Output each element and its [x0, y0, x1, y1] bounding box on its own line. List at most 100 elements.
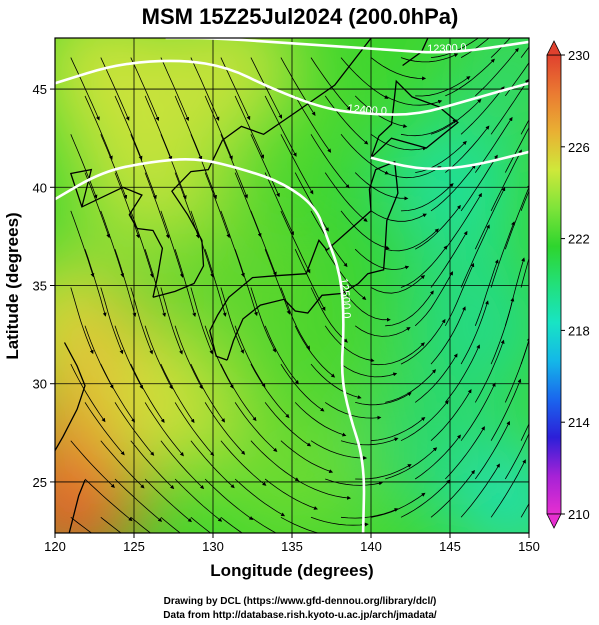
streamline [250, 516, 277, 533]
height-contour-line [370, 150, 529, 171]
streamline [444, 192, 482, 250]
streamline [84, 95, 113, 160]
streamline [324, 402, 382, 420]
streamline [160, 287, 183, 355]
streamline [234, 249, 258, 317]
streamline [474, 259, 499, 326]
streamline [354, 248, 410, 271]
streamline [385, 228, 439, 252]
streamline [250, 57, 283, 119]
streamline [160, 57, 190, 122]
x-tick-label: 145 [439, 539, 461, 554]
streamline [370, 492, 426, 518]
colorbar-tick-label: 218 [568, 323, 590, 338]
streamline [370, 275, 426, 294]
coastlines [55, 38, 459, 533]
streamline [310, 516, 369, 527]
streamline [340, 363, 398, 378]
streamline [84, 172, 111, 239]
streamline [70, 440, 115, 489]
streamline [174, 402, 215, 457]
streamline [445, 125, 490, 173]
streamline [220, 516, 243, 533]
streamline [474, 420, 510, 480]
streamline [520, 257, 529, 288]
streamline [445, 426, 485, 480]
coastline [152, 139, 224, 298]
streamline [490, 149, 522, 212]
streamline [324, 325, 375, 363]
streamline [204, 478, 254, 521]
streamline [310, 134, 350, 189]
coastline [69, 168, 164, 298]
lat-lon-grid [55, 38, 529, 533]
streamline [220, 134, 248, 199]
height-contour-label: 12300.0 [427, 42, 467, 56]
streamline [280, 440, 334, 473]
streamline [220, 363, 257, 422]
streamline [204, 172, 231, 239]
streamline [250, 363, 290, 419]
streamline [354, 95, 408, 128]
map-plot-area: 12300.0 12400.0 12500.0 [55, 38, 529, 533]
streamline [400, 318, 446, 365]
streamline [190, 57, 220, 121]
streamline [294, 402, 347, 437]
coastline [370, 79, 459, 159]
streamline [84, 402, 125, 456]
streamline [370, 57, 427, 81]
streamline [144, 402, 184, 457]
streamline [520, 189, 529, 212]
streamline [445, 58, 495, 97]
streamline [294, 325, 336, 378]
streamline [460, 224, 490, 288]
streamline [504, 432, 529, 480]
streamline [520, 338, 529, 365]
streamline [400, 479, 451, 518]
streamline [414, 353, 458, 403]
streamline [504, 183, 529, 250]
streamline [264, 402, 312, 447]
streamline [130, 57, 160, 122]
streamline [190, 363, 226, 423]
colorbar-min-arrow [546, 513, 562, 529]
streamline [70, 516, 93, 533]
streamline [190, 440, 235, 489]
streamline [504, 126, 529, 173]
streamline [490, 378, 522, 441]
coastline [222, 38, 373, 141]
streamline [354, 325, 411, 337]
streamline [84, 478, 133, 522]
streamline [340, 437, 399, 446]
streamline [264, 325, 299, 385]
streamline [504, 257, 526, 326]
streamline [190, 516, 212, 533]
streamline [520, 46, 529, 58]
streamline [370, 210, 427, 222]
streamline [370, 417, 426, 442]
streamline [310, 287, 348, 343]
streamline [204, 95, 233, 160]
colorbar-ramp [546, 54, 562, 515]
coastline [68, 479, 86, 533]
x-tick-label: 120 [44, 539, 66, 554]
x-axis-label: Longitude (degrees) [210, 561, 373, 580]
height-contour-line [55, 59, 529, 116]
streamline [250, 287, 276, 353]
credit-data-source: Data from http://database.rish.kyoto-u.a… [163, 610, 437, 621]
streamline [324, 248, 367, 301]
streamline [114, 478, 163, 522]
y-axis-label: Latitude (degrees) [3, 212, 22, 359]
streamline [370, 342, 425, 366]
streamline [324, 95, 369, 145]
streamline [385, 166, 442, 179]
y-axis-ticks: 25 30 35 40 45 [33, 82, 55, 490]
height-contours: 12300.0 12400.0 12500.0 [55, 38, 529, 533]
streamline [460, 154, 498, 212]
field-blob [95, 333, 236, 474]
streamline [460, 300, 489, 365]
streamline [430, 230, 468, 288]
streamline [385, 447, 438, 480]
x-tick-label: 130 [202, 539, 224, 554]
streamline [70, 57, 100, 121]
